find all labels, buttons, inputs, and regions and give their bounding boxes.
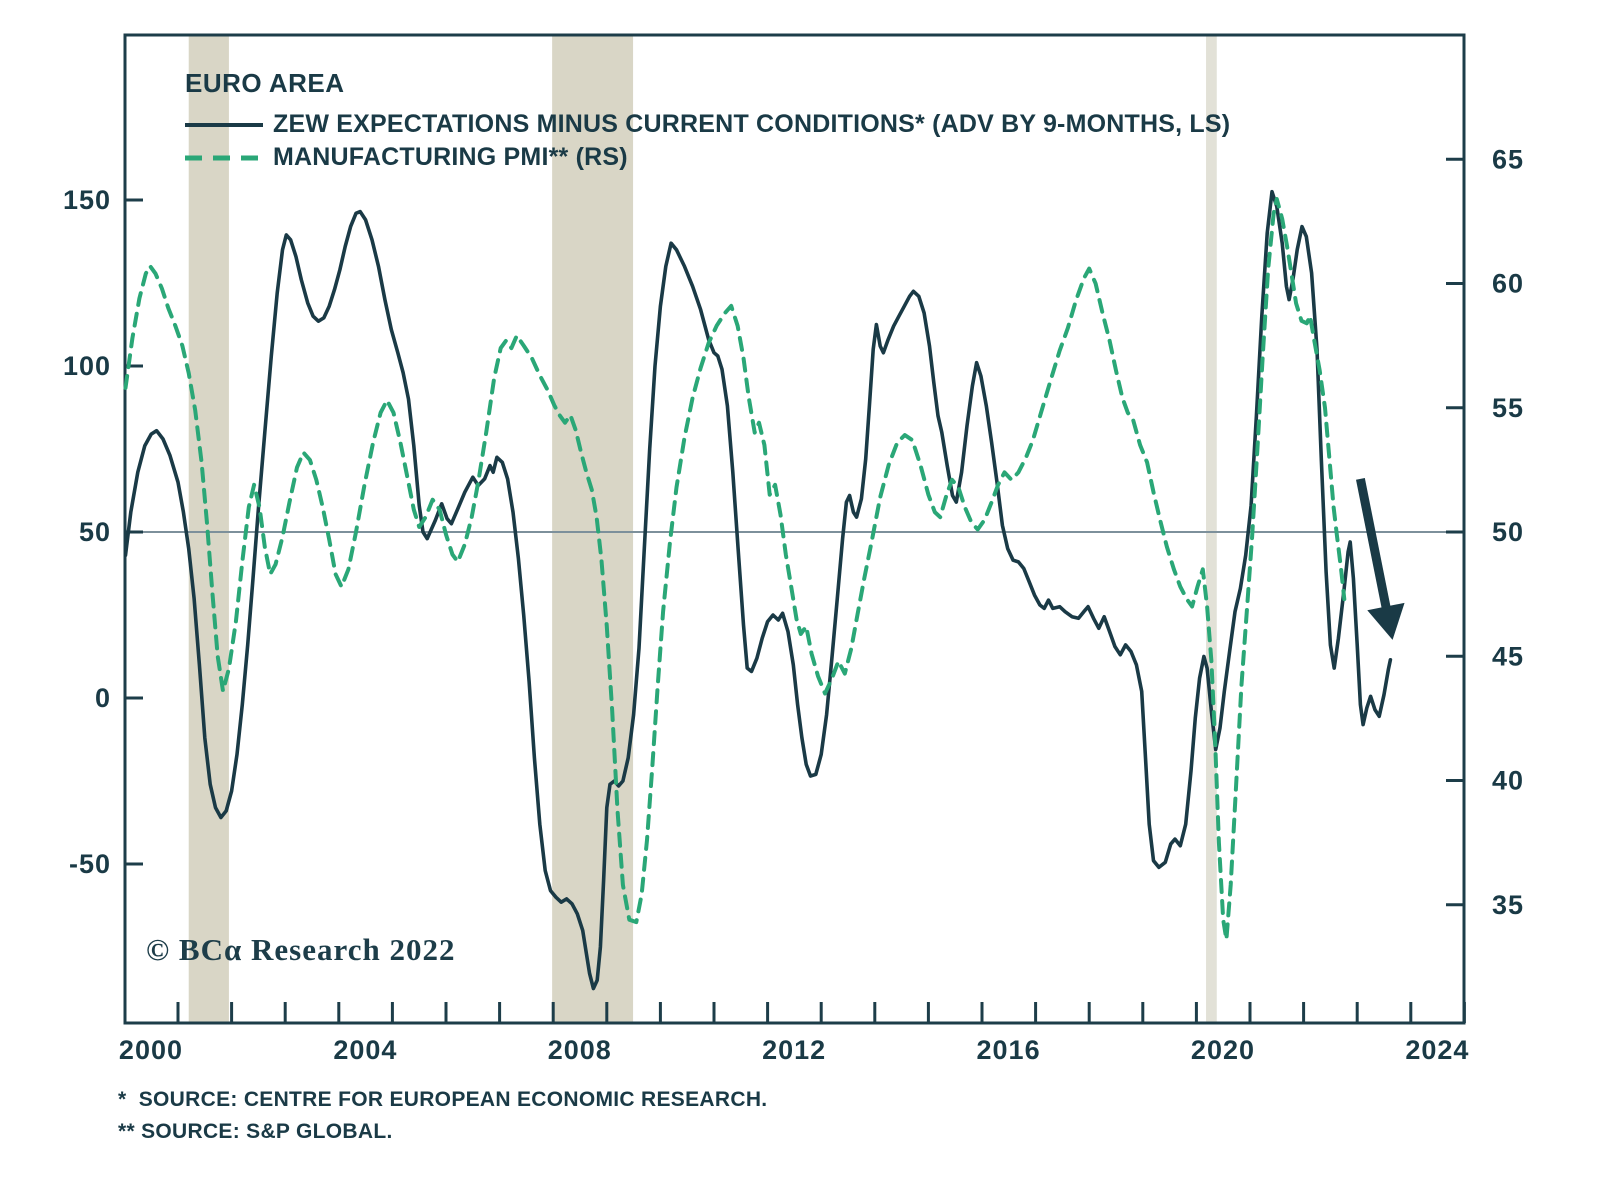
trend-arrow-head-icon <box>1367 602 1405 640</box>
y-right-tick-label: 50 <box>1492 517 1524 547</box>
x-tick-label: 2004 <box>333 1035 397 1065</box>
x-tick-label: 2020 <box>1191 1035 1255 1065</box>
plot-border <box>123 33 1466 1025</box>
y-left-tick-label: -50 <box>69 849 111 879</box>
y-right-tick-label: 55 <box>1492 393 1524 423</box>
recession-band <box>188 35 229 1023</box>
trend-arrow-shaft <box>1356 477 1392 616</box>
legend-label-pmi: MANUFACTURING PMI** (RS) <box>273 143 628 171</box>
legend-item-pmi: MANUFACTURING PMI** (RS) <box>185 141 1230 174</box>
y-left-tick-label: 0 <box>95 683 111 713</box>
footnote-pmi-source: ** SOURCE: S&P GLOBAL. <box>118 1120 393 1143</box>
x-tick-label: 2024 <box>1405 1035 1469 1065</box>
y-right-tick-label: 40 <box>1492 766 1524 796</box>
x-tick-label: 2016 <box>977 1035 1041 1065</box>
x-tick-label: 2000 <box>119 1035 183 1065</box>
legend-item-zew: ZEW EXPECTATIONS MINUS CURRENT CONDITION… <box>185 108 1230 141</box>
recession-band <box>1206 35 1217 1023</box>
copyright-text: © BCα Research 2022 <box>146 932 456 967</box>
y-left-tick-label: 50 <box>79 517 111 547</box>
chart-legend: EURO AREA ZEW EXPECTATIONS MINUS CURRENT… <box>185 68 1230 174</box>
x-tick-label: 2012 <box>762 1035 826 1065</box>
y-right-tick-label: 45 <box>1492 641 1524 671</box>
solid-line-swatch-icon <box>185 122 263 127</box>
y-right-tick-label: 35 <box>1492 890 1524 920</box>
y-right-tick-label: 60 <box>1492 269 1524 299</box>
source-footnotes: * SOURCE: CENTRE FOR EUROPEAN ECONOMIC R… <box>118 1088 767 1152</box>
y-left-tick-label: 150 <box>63 185 111 215</box>
footnote-zew-source: * SOURCE: CENTRE FOR EUROPEAN ECONOMIC R… <box>118 1088 768 1111</box>
dashed-line-swatch-icon <box>185 155 263 160</box>
x-tick-label: 2008 <box>548 1035 612 1065</box>
chart-title: EURO AREA <box>185 68 345 98</box>
legend-label-zew: ZEW EXPECTATIONS MINUS CURRENT CONDITION… <box>273 110 1231 138</box>
y-left-tick-label: 100 <box>63 351 111 381</box>
series-pmi-line <box>123 197 1347 942</box>
series-zew-line <box>123 189 1393 991</box>
y-right-tick-label: 65 <box>1492 144 1524 174</box>
